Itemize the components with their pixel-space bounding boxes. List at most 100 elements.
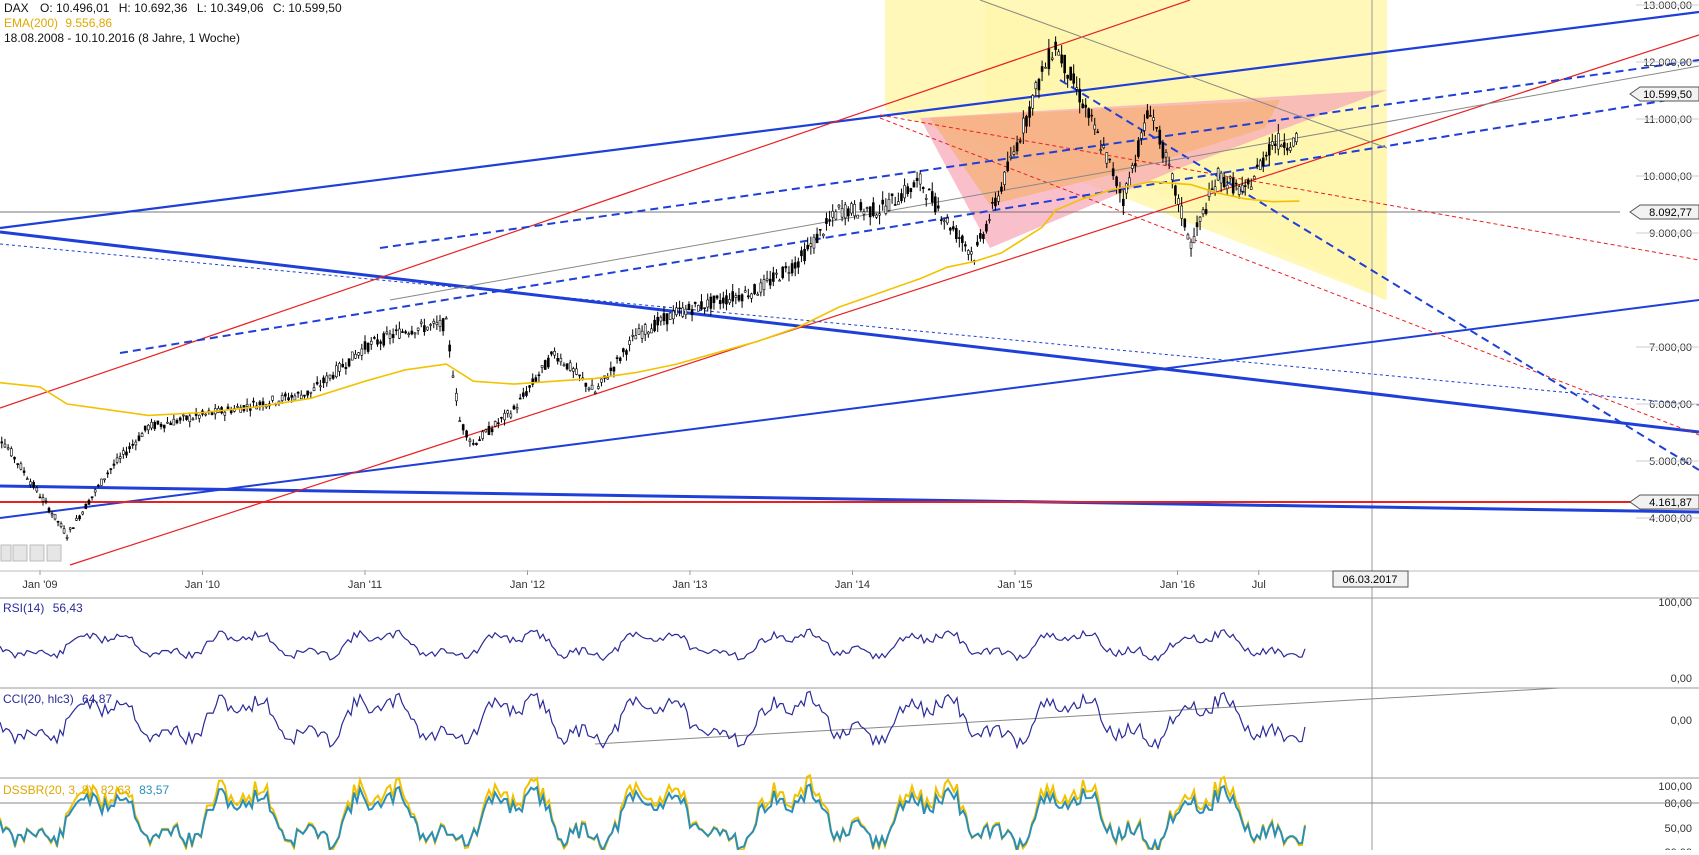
grey-triangle-bottom: [389, 65, 1699, 301]
save-tool-icon[interactable]: [29, 544, 45, 562]
rsi-title: RSI(14) 56,43: [3, 601, 83, 615]
red-channel-lower: [69, 34, 1699, 566]
candle-body: [1099, 149, 1103, 151]
candle-body: [1295, 133, 1298, 143]
candle-body: [465, 430, 468, 438]
candle-body: [822, 233, 825, 237]
candle-body: [10, 448, 13, 457]
candle-body: [1118, 188, 1122, 194]
candle-body: [1081, 103, 1085, 109]
candle-body: [772, 272, 775, 282]
candle-body: [1280, 144, 1283, 147]
candle-body: [637, 328, 641, 335]
candle-body: [700, 301, 703, 310]
candle-body: [280, 395, 284, 401]
candle-body: [979, 233, 982, 239]
candle-body: [47, 507, 51, 513]
x-tick-label: Jan '12: [510, 579, 545, 591]
candle-body: [1274, 143, 1277, 147]
candle-body: [223, 411, 227, 416]
candle-body: [528, 385, 531, 388]
candle-body: [50, 513, 54, 516]
candle-body: [1018, 140, 1022, 143]
price-series: [0, 36, 1300, 541]
candle-body: [1149, 115, 1152, 117]
candle-body: [1063, 54, 1066, 74]
chart-tool-icon[interactable]: [0, 544, 12, 562]
candle-body: [862, 211, 866, 215]
red-dashed-lower: [879, 117, 1699, 436]
candle-body: [419, 321, 423, 324]
cci-title: CCI(20, hlc3) 64,87: [3, 692, 112, 706]
candle-body: [210, 411, 214, 415]
candle-body: [918, 173, 922, 185]
candle-body: [341, 363, 344, 368]
rsi-value: 56,43: [53, 601, 83, 615]
candle-body: [565, 363, 569, 370]
candle-body: [109, 468, 113, 470]
candle-body: [562, 364, 566, 367]
blue-descending-line: [0, 230, 1699, 434]
candle-body: [768, 278, 772, 286]
candle-body: [29, 481, 32, 486]
candle-body: [606, 377, 610, 380]
candle-body: [1183, 218, 1187, 228]
svg-text:EMA(200) 9.556,86: EMA(200) 9.556,86: [4, 16, 112, 30]
trend-lines[interactable]: [0, 0, 1699, 745]
candle-body: [1231, 178, 1235, 194]
candle-body: [982, 233, 985, 240]
candle-body: [837, 204, 841, 208]
candle-body: [970, 251, 973, 255]
candle-body: [976, 241, 979, 246]
candle-body: [357, 352, 360, 356]
candle-body: [245, 403, 249, 408]
candle-body: [1195, 222, 1199, 228]
candle-body: [461, 424, 465, 431]
blue-dashed-upper: [379, 59, 1699, 249]
candle-body: [903, 185, 906, 199]
chart-toolbar[interactable]: [0, 544, 62, 562]
candle-body: [909, 188, 913, 193]
candle-body: [1225, 184, 1229, 190]
print-tool-icon[interactable]: [46, 544, 62, 562]
candle-body: [1122, 198, 1125, 206]
blue-rising-line: [0, 299, 1699, 519]
candle-body: [376, 339, 379, 345]
dss-y-label: 50,00: [1664, 823, 1692, 835]
cci-value: 64,87: [82, 692, 112, 706]
dss-value-fast: 82,63: [101, 783, 131, 797]
candle-body: [134, 441, 138, 446]
candle-body: [656, 316, 660, 326]
candle-body: [1044, 66, 1047, 69]
candle-body: [559, 358, 563, 363]
candle-body: [410, 330, 414, 335]
candle-body: [587, 387, 591, 390]
candle-body: [634, 335, 638, 340]
candle-body: [156, 420, 160, 425]
candle-body: [853, 204, 856, 217]
candle-body: [722, 297, 725, 304]
candle-body: [347, 358, 351, 367]
candle-body: [493, 421, 497, 427]
candle-body: [522, 392, 525, 397]
candle-body: [65, 536, 69, 539]
candle-body: [665, 313, 669, 325]
dss-slow-line: [0, 783, 1306, 855]
candle-body: [740, 294, 744, 302]
candle-body: [550, 351, 553, 355]
candle-body: [1207, 190, 1211, 198]
candle-body: [97, 484, 100, 487]
candle-body: [169, 422, 172, 426]
candle-body: [518, 397, 522, 400]
candle-body: [503, 413, 506, 421]
zoom-tool-icon[interactable]: [12, 544, 28, 562]
candle-body: [100, 478, 103, 486]
candle-body: [432, 320, 436, 324]
candle-body: [1006, 161, 1010, 172]
level-low-tag-text: 4.161,87: [1649, 497, 1692, 509]
candle-body: [401, 331, 404, 333]
candle-body: [709, 296, 713, 309]
